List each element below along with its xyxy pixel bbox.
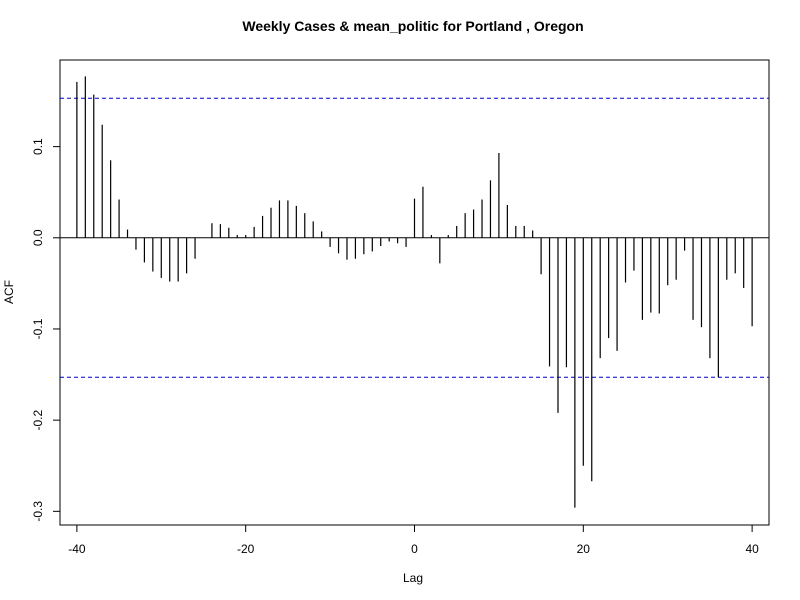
confidence-bounds	[60, 97, 769, 378]
x-tick-label: 40	[745, 542, 759, 556]
x-tick-label: 20	[577, 542, 591, 556]
y-tick-label: -0.3	[31, 501, 45, 522]
y-tick-label: 0.0	[31, 229, 45, 246]
chart-title: Weekly Cases & mean_politic for Portland…	[242, 18, 583, 34]
y-axis: -0.3 -0.2 -0.1 0.0 0.1	[31, 138, 61, 522]
y-tick-label: 0.1	[31, 138, 45, 155]
x-tick-label: -20	[237, 542, 255, 556]
x-axis-label: Lag	[403, 571, 423, 585]
x-tick-label: 0	[411, 542, 418, 556]
y-tick-label: -0.2	[31, 409, 45, 430]
plot-frame	[59, 59, 770, 526]
y-tick-label: -0.1	[31, 318, 45, 339]
x-axis: -40 -20 0 20 40	[68, 524, 759, 556]
y-axis-label: ACF	[2, 280, 16, 304]
x-tick-label: -40	[68, 542, 86, 556]
acf-bars	[60, 76, 769, 508]
